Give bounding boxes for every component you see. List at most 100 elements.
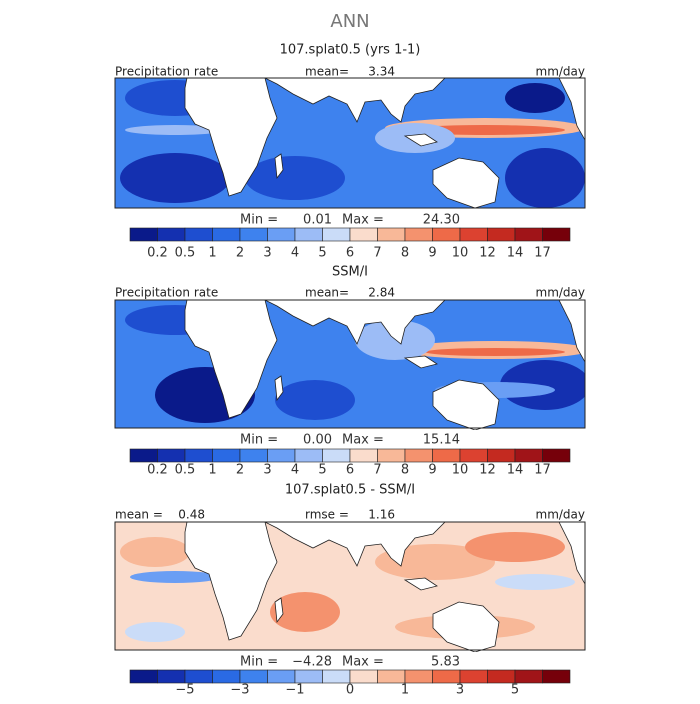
- colorbar-label: 4: [291, 463, 299, 478]
- colorbar-swatch: [267, 669, 296, 684]
- colorbar-swatch: [212, 669, 241, 684]
- colorbar-swatch: [377, 227, 406, 242]
- units: mm/day: [536, 508, 586, 522]
- colorbar-label: −1: [285, 683, 304, 698]
- stat-value: 0.48: [178, 508, 205, 522]
- colorbar-swatch: [514, 227, 543, 242]
- max-label: Max =: [342, 213, 384, 228]
- colorbar-swatch: [349, 227, 378, 242]
- colorbar-swatch: [212, 227, 241, 242]
- colorbar-label: 12: [479, 463, 496, 478]
- min-label: Min =: [240, 655, 278, 670]
- min-label: Min =: [240, 213, 278, 228]
- colorbar-label: 5: [318, 463, 326, 478]
- colorbar-label: 14: [507, 246, 524, 261]
- colorbar-swatch: [129, 669, 158, 684]
- colorbar-label: 10: [452, 246, 469, 261]
- panel-title: 107.splat0.5 (yrs 1-1): [280, 43, 421, 58]
- colorbar-swatch: [267, 227, 296, 242]
- colorbar-swatch: [432, 448, 461, 463]
- map: [114, 521, 586, 652]
- colorbar-swatch: [459, 227, 488, 242]
- colorbar-swatch: [349, 669, 378, 684]
- colorbar-swatch: [487, 227, 516, 242]
- colorbar-label: 0.2: [147, 463, 168, 478]
- colorbar-label: −3: [230, 683, 249, 698]
- max-value: 5.83: [431, 655, 460, 670]
- colorbar-label: 1: [401, 683, 409, 698]
- colorbar-swatch: [129, 448, 158, 463]
- min-value: 0.01: [303, 213, 332, 228]
- colorbar-swatch: [322, 227, 351, 242]
- colorbar-swatch: [184, 448, 213, 463]
- colorbar-swatch: [514, 448, 543, 463]
- field-label: Precipitation rate: [115, 286, 218, 300]
- max-label: Max =: [342, 655, 384, 670]
- colorbar-swatch: [322, 448, 351, 463]
- colorbar-swatch: [514, 669, 543, 684]
- colorbar-swatch: [157, 448, 186, 463]
- colorbar-swatch: [267, 448, 296, 463]
- stat-value: 2.84: [368, 286, 395, 300]
- colorbar-swatch: [432, 669, 461, 684]
- colorbar-label: 5: [511, 683, 519, 698]
- stat-label: rmse =: [305, 508, 349, 522]
- colorbar-label: 1: [208, 246, 216, 261]
- colorbar-label: 0.5: [175, 463, 196, 478]
- map: [114, 77, 586, 209]
- colorbar-swatch: [157, 227, 186, 242]
- colorbar-swatch: [542, 669, 571, 684]
- colorbar-swatch: [404, 448, 433, 463]
- colorbar-label: 0.5: [175, 246, 196, 261]
- colorbar-swatch: [294, 227, 323, 242]
- colorbar-swatch: [239, 227, 268, 242]
- colorbar-swatch: [294, 669, 323, 684]
- colorbar-label: 10: [452, 463, 469, 478]
- panel-title: SSM/I: [332, 265, 368, 280]
- colorbar-swatch: [184, 227, 213, 242]
- colorbar-label: 8: [401, 463, 409, 478]
- colorbar-label: 1: [208, 463, 216, 478]
- max-value: 24.30: [423, 213, 460, 228]
- colorbar-label: 0.2: [147, 246, 168, 261]
- colorbar-label: 3: [263, 246, 271, 261]
- colorbar-swatch: [157, 669, 186, 684]
- colorbar-label: 17: [534, 463, 551, 478]
- stat-label: mean=: [305, 286, 349, 300]
- colorbar-label: 0: [346, 683, 354, 698]
- colorbar-swatch: [322, 669, 351, 684]
- colorbar-label: −5: [175, 683, 194, 698]
- colorbar-swatch: [129, 227, 158, 242]
- colorbar-swatch: [212, 448, 241, 463]
- colorbar-swatch: [239, 448, 268, 463]
- colorbar-label: 8: [401, 246, 409, 261]
- units: mm/day: [536, 65, 586, 79]
- colorbar-label: 4: [291, 246, 299, 261]
- min-label: Min =: [240, 433, 278, 448]
- max-label: Max =: [342, 433, 384, 448]
- stat-label: mean=: [305, 65, 349, 79]
- colorbar-label: 3: [263, 463, 271, 478]
- colorbar-swatch: [349, 448, 378, 463]
- colorbar-label: 6: [346, 463, 354, 478]
- colorbar-swatch: [487, 448, 516, 463]
- stat-label: mean =: [115, 508, 163, 522]
- colorbar-swatch: [239, 669, 268, 684]
- colorbar-swatch: [487, 669, 516, 684]
- figure-title: ANN: [330, 11, 369, 32]
- colorbar-swatch: [459, 669, 488, 684]
- colorbar-swatch: [459, 448, 488, 463]
- colorbar-label: 2: [236, 463, 244, 478]
- colorbar-label: 9: [428, 246, 436, 261]
- colorbar-swatch: [432, 227, 461, 242]
- colorbar-swatch: [542, 227, 571, 242]
- colorbar-label: 6: [346, 246, 354, 261]
- colorbar-label: 3: [456, 683, 464, 698]
- colorbar-label: 14: [507, 463, 524, 478]
- stat-value: 1.16: [368, 508, 395, 522]
- colorbar-label: 12: [479, 246, 496, 261]
- colorbar-label: 7: [373, 463, 381, 478]
- colorbar-label: 5: [318, 246, 326, 261]
- units: mm/day: [536, 286, 586, 300]
